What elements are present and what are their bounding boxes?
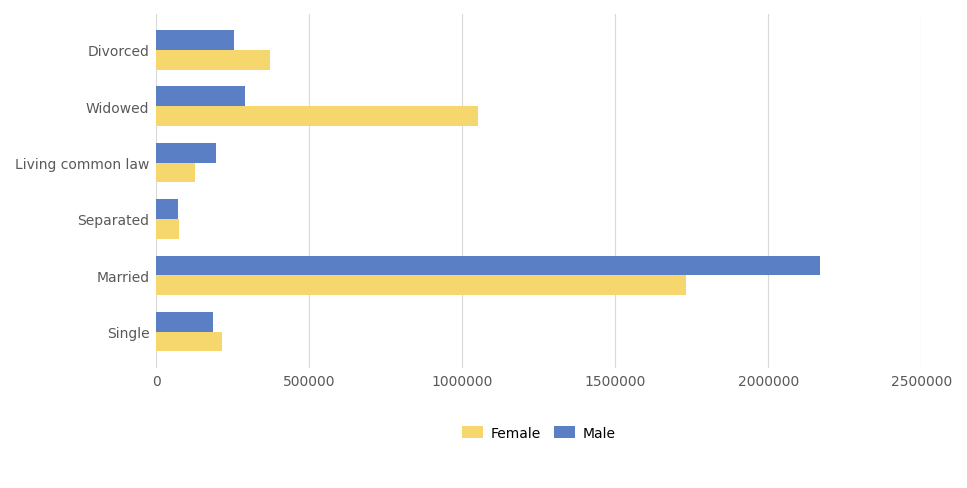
Bar: [157, 256, 820, 276]
Bar: [157, 107, 478, 127]
Bar: [157, 143, 216, 163]
Bar: [157, 312, 213, 332]
Bar: [157, 276, 686, 295]
Bar: [157, 51, 270, 70]
Bar: [157, 31, 234, 51]
Bar: [157, 163, 194, 183]
Bar: [157, 87, 245, 107]
Bar: [157, 200, 178, 220]
Legend: Female, Male: Female, Male: [457, 421, 621, 446]
Bar: [157, 332, 222, 352]
Bar: [157, 220, 179, 239]
